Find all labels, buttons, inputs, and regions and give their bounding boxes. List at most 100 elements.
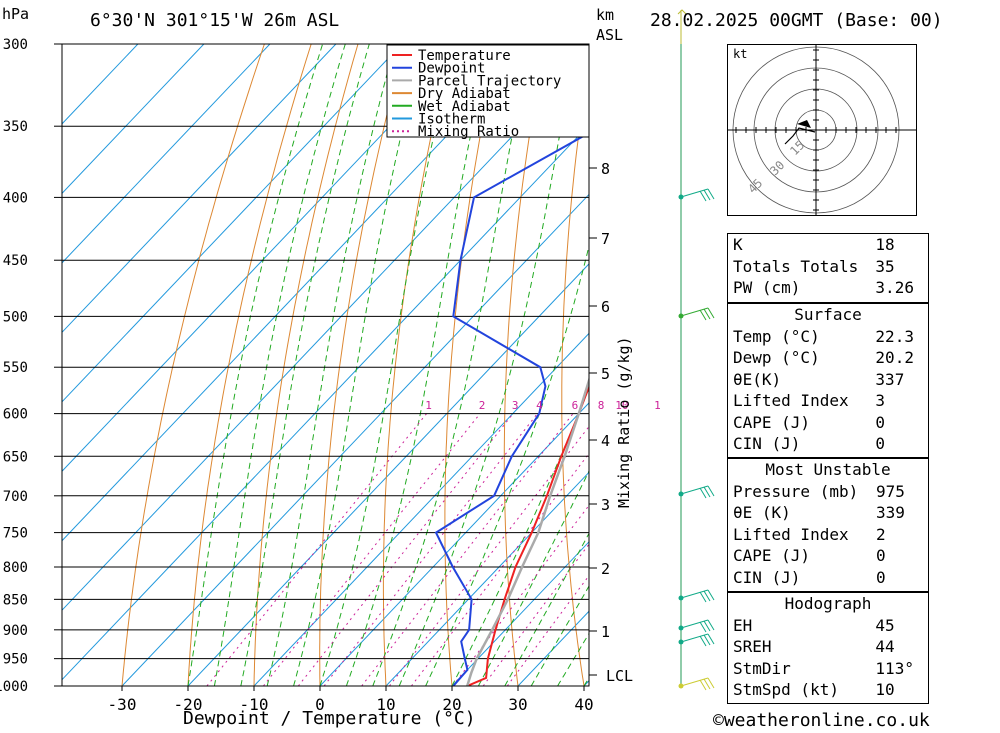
index-row: Lifted Index 3 [728,390,928,412]
index-label: K [733,235,743,254]
index-label: StmSpd (kt) [733,680,839,699]
pressure-tick-label: 950 [3,652,28,668]
legend-label: Wet Adiabat [418,99,511,115]
index-row: θE(K) 337 [728,369,928,391]
index-row: PW (cm) 3.26 [728,277,928,299]
pressure-tick-label: 800 [3,560,28,576]
wet-adiabat-line [187,44,324,686]
hodograph-title: Hodograph [784,594,872,613]
skew-t-chart: 3003504004505005506006507007508008509009… [0,37,660,714]
temperature-tick-label: -10 [240,695,269,714]
storm-motion-marker [797,120,811,128]
index-value: 3.26 [875,278,914,297]
index-value: 22.3 [875,326,914,346]
index-value: 2 [875,524,886,544]
pressure-tick-label: 1000 [0,679,28,695]
plot-area [62,44,660,686]
pressure-unit-label: hPa [2,5,30,23]
index-label: CIN (J) [733,567,801,587]
index-label: θE (K) [733,503,791,522]
mixing-ratio-line [482,543,589,686]
index-value: 0 [875,546,886,565]
wet-adiabat-line [398,44,578,686]
isotherm-line [187,263,589,686]
index-label: CIN (J) [733,434,801,453]
pressure-tick-label: 650 [3,449,28,465]
index-label: θE(K) [733,369,782,389]
pressure-tick-label: 500 [3,309,28,325]
hodograph-trace [784,127,816,145]
dry-adiabat-line [319,44,406,686]
wind-barb [680,307,715,321]
mixing-ratio-label: 4 [536,399,543,412]
wind-barb [680,619,715,633]
temperature-tick-label: 10 [376,695,395,714]
index-value: 44 [875,637,895,656]
temperature-tick-label: 20 [442,695,461,714]
wet-adiabat-line [477,469,589,686]
mixing-ratio-line [263,413,481,686]
temperature-tick-label: 40 [574,695,593,714]
datetime-title: 28.02.2025 00GMT (Base: 00) [650,10,943,31]
legend-label: Mixing Ratio [418,124,519,140]
mixing-ratio-label: 3 [512,399,519,412]
isotherm-line [319,402,589,686]
mixing-ratio-label: 8 [598,399,605,412]
mixing-ratio-line [297,413,514,686]
index-value: 20.2 [875,348,914,367]
legend-label: Dry Adiabat [418,86,511,102]
index-label: CAPE (J) [733,546,811,565]
index-label: Lifted Index [733,391,849,410]
wind-barb [677,9,687,44]
index-label: StmDir [733,658,791,678]
mixing-ratio-line [323,413,538,686]
wet-adiabat-line [425,243,589,686]
pressure-tick-label: 300 [3,37,28,53]
lcl-label: LCL [606,667,633,685]
index-label: Totals Totals [733,256,859,276]
index-value: 337 [875,369,905,389]
height-unit-sub-label: ASL [596,26,624,44]
copyright: ©weatheronline.co.uk [713,710,930,731]
legend-label: Dewpoint [418,61,485,77]
isotherm-line [62,124,589,681]
dry-adiabat-line [444,44,499,686]
index-row: StmDir 113° [728,658,928,680]
height-tick-label: 6 [601,298,610,316]
indices-box-top: K 18 Totals Totals 35 PW (cm) 3.26 [727,233,929,303]
index-value: 45 [875,615,895,635]
plot-frame [61,43,590,687]
dry-adiabat-line [121,44,265,686]
index-value: 35 [875,256,895,276]
index-value: 3 [875,391,886,410]
index-value: 0 [875,567,886,587]
index-value: 339 [875,503,905,522]
isotherm-line [650,44,660,686]
temperature-tick-label: -20 [174,695,203,714]
dry-adiabat-line [253,44,359,686]
index-row: θE (K) 339 [728,502,928,524]
height-tick-label: 8 [601,160,610,178]
wet-adiabat-line [345,44,491,686]
pressure-tick-label: 900 [3,623,28,639]
surface-box: Surface Temp (°C) 22.3 Dewp (°C) 20.2 θE(K) 3… [727,303,929,458]
mixing-ratio-label: 6 [572,399,579,412]
isotherm-line [62,44,337,334]
index-label: Pressure (mb) [733,481,859,501]
pressure-tick-label: 400 [3,190,28,206]
pressure-tick-label: 750 [3,526,28,542]
index-label: Lifted Index [733,524,849,544]
index-row: Pressure (mb) 975 [728,481,928,503]
index-value: 18 [875,235,895,254]
index-row: SREH 44 [728,636,928,658]
temperature-tick-label: -30 [108,695,137,714]
pressure-tick-label: 850 [3,592,28,608]
dry-adiabat-line [187,44,312,686]
temperature-tick-label: 0 [315,695,325,714]
profile-dewpoint [434,131,589,686]
pressure-tick-label: 600 [3,407,28,423]
index-row: StmSpd (kt) 10 [728,679,928,701]
isotherm-line [62,44,403,403]
